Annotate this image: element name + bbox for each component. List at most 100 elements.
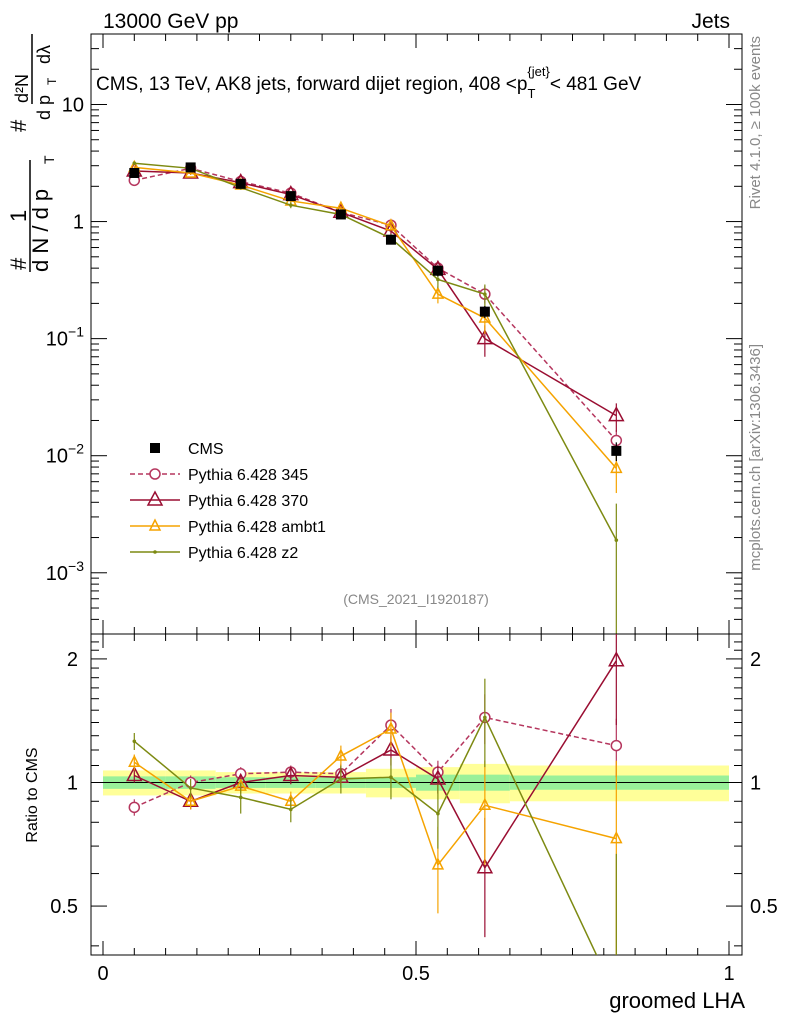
ratio-point [389,775,393,780]
data-point [235,178,246,189]
ratio-series-2 [128,712,623,955]
ratio-point [238,795,243,800]
y-label-hash1: # [6,257,31,270]
data-point [285,191,296,202]
ratio-point [188,786,193,790]
series-point [608,406,625,422]
series-line [134,170,617,417]
y-label-dlambda: dλ [34,45,54,64]
y-label-one: 1 [6,210,31,222]
ratio-point [483,715,487,720]
ratio-point [339,777,343,781]
header-right: Jets [691,10,730,33]
x-axis-label: groomed LHA [609,988,745,1013]
y-label-dn-dpt: d N / d p [28,189,53,272]
ratio-y-tick-label-right: 2 [750,649,761,671]
series-line [134,167,617,441]
legend-marker [146,490,164,506]
series-point [476,329,494,345]
main-plot-area [126,159,625,634]
data-point [611,445,622,456]
legend-label: Pythia 6.428 z2 [188,545,298,562]
ratio-point [610,830,623,844]
series-point [431,286,445,299]
series-0 [128,162,623,454]
x-tick-label: 0 [97,963,108,985]
title-sub: T [527,86,535,101]
series-3 [132,161,619,634]
y-tick-label: 10−3 [46,558,84,585]
legend-marker [148,518,162,531]
legend-label: CMS [188,441,224,458]
ratio-point [478,797,492,811]
y-tick-label: 10−1 [46,324,84,351]
legend-label: Pythia 6.428 370 [188,493,308,510]
y-tick-label: 10−2 [46,441,84,468]
ratio-point [476,858,494,874]
legend-label: Pythia 6.428 345 [188,467,308,484]
y-tick-base: 10 [62,94,84,116]
ratio-y-label: Ratio to CMS [24,747,41,842]
series-point [384,218,398,231]
series-line [134,166,617,469]
legend-entry: CMS [150,441,224,458]
y-label-dpt: d p [34,95,54,120]
y-tick-label: 1 [73,212,84,234]
chart-title: CMS, 13 TeV, AK8 jets, forward dijet reg… [96,64,642,101]
ratio-point [184,793,197,807]
legend-entry: Pythia 6.428 ambt1 [130,518,326,536]
ratio-point [436,811,440,816]
analysis-tag: (CMS_2021_I1920187) [343,591,489,607]
ratio-y-tick-label: 2 [67,649,78,671]
ratio-point [608,651,625,667]
ratio-plot-area [126,634,625,955]
x-tick-label: 1 [723,963,734,985]
ratio-point [429,769,447,785]
mcplots-label: mcplots.cern.ch [arXiv:1306.3436] [747,344,764,571]
ratio-point [128,754,141,768]
data-point [335,209,346,220]
series-point [436,277,440,282]
ratio-point [128,801,141,814]
x-tick-label: 0.5 [402,963,430,985]
title-sup: {jet} [527,64,550,79]
y-label-hash2: # [6,119,31,132]
y-tick-base: 10 [46,446,68,468]
y-label-sub-t2: T [45,77,59,85]
ratio-point [289,807,293,812]
legend-entry: Pythia 6.428 370 [130,490,308,510]
series-point [478,310,492,323]
ratio-point [282,765,300,782]
legend-marker [153,550,157,554]
legend-label: Pythia 6.428 ambt1 [188,519,326,536]
main-frame [90,33,743,635]
ratio-point [431,857,445,870]
series-point [610,460,623,474]
y-tick-label: 10 [62,94,84,116]
y-axis-label: # 1 d N / d p T # d²N d p T dλ [6,34,59,272]
ratio-y-tick-label-right: 1 [750,772,761,794]
legend: CMS Pythia 6.428 345 Pythia 6.428 370 Pythi… [130,441,326,562]
data-point [432,265,443,276]
ratio-panel: 0 0.5 1 0.5 0.5 1 1 2 2 [50,633,778,985]
legend-marker [150,443,160,453]
data-point [479,306,490,317]
ratio-point [610,739,623,752]
legend-entry: Pythia 6.428 z2 [130,545,298,562]
data-point [129,167,140,178]
y-tick-base: 10 [46,563,68,585]
y-label-d2n: d²N [12,74,32,103]
ratio-point [334,748,348,761]
y-tick-base: 1 [73,212,84,234]
data-point [385,234,396,245]
ratio-y-tick-label-right: 0.5 [750,896,778,918]
title-before: CMS, 13 TeV, AK8 jets, forward dijet reg… [96,74,527,95]
ratio-point [132,739,137,744]
y-tick-exponent: −2 [68,441,84,457]
ratio-point [384,721,398,734]
ratio-y-tick-label: 0.5 [50,896,78,918]
y-tick-base: 10 [46,329,68,351]
y-label-sub-t1: T [41,155,57,164]
